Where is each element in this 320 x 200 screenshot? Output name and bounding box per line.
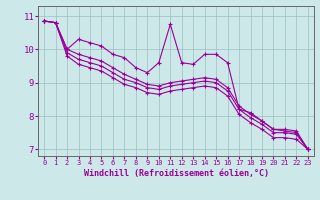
- X-axis label: Windchill (Refroidissement éolien,°C): Windchill (Refroidissement éolien,°C): [84, 169, 268, 178]
